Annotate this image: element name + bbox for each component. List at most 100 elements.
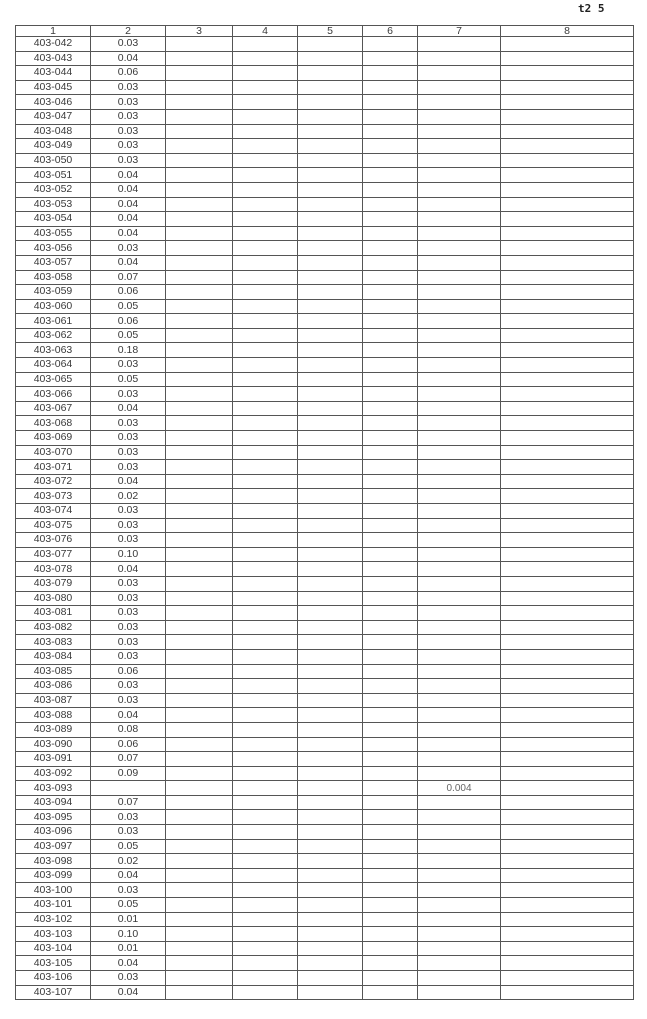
table-row: 403-078 0.04 [15,561,634,577]
col7-value-cell [417,575,501,592]
empty-cell [362,794,418,811]
empty-cell [500,298,634,315]
empty-cell [297,678,363,694]
value-cell: 0.04 [90,211,166,227]
empty-cell [500,780,634,796]
value-cell: 0.04 [90,955,166,971]
empty-cell [362,65,418,81]
empty-cell [232,634,298,650]
empty-cell [297,619,363,636]
col7-value-cell [417,590,501,607]
col7-value-cell [417,882,501,899]
empty-cell [362,940,418,957]
value-cell: 0.03 [90,503,166,519]
empty-cell [232,955,298,971]
empty-cell [232,970,298,986]
empty-cell [165,152,233,169]
empty-cell [362,342,418,359]
sample-id-cell: 403-087 [15,692,91,709]
empty-cell [297,809,363,826]
empty-cell [362,196,418,213]
empty-cell [297,838,363,855]
table-row: 403-072 0.04 [15,473,634,490]
empty-cell [500,181,634,198]
value-cell: 0.09 [90,765,166,782]
empty-cell [232,254,298,271]
value-cell: 0.04 [90,196,166,213]
empty-cell [165,36,233,52]
sample-id-cell: 403-068 [15,415,91,432]
empty-cell [165,108,233,125]
table-row: 403-087 0.03 [15,692,634,709]
table-row: 403-084 0.03 [15,648,634,665]
empty-cell [232,430,298,446]
value-cell: 0.03 [90,123,166,140]
empty-cell [500,736,634,753]
value-cell: 0.04 [90,254,166,271]
empty-cell [232,678,298,694]
sample-id-cell: 403-046 [15,94,91,110]
empty-cell [165,940,233,957]
empty-cell [297,357,363,373]
col7-value-cell [417,809,501,826]
value-cell: 0.03 [90,444,166,461]
empty-cell [500,809,634,826]
empty-cell [297,225,363,242]
empty-cell [362,561,418,577]
empty-cell [362,809,418,826]
sample-id-cell: 403-107 [15,984,91,1001]
empty-cell [165,590,233,607]
empty-cell [362,532,418,548]
empty-cell [232,824,298,840]
sample-id-cell: 403-056 [15,240,91,256]
sample-id-cell: 403-055 [15,225,91,242]
value-cell: 0.07 [90,794,166,811]
empty-cell [232,327,298,344]
table-row: 403-057 0.04 [15,254,634,271]
value-cell: 0.03 [90,415,166,432]
col7-value-cell [417,327,501,344]
sample-id-cell: 403-082 [15,619,91,636]
empty-cell [297,546,363,563]
table-row: 403-063 0.18 [15,342,634,359]
empty-cell [297,181,363,198]
empty-cell [165,444,233,461]
empty-cell [297,517,363,534]
value-cell: 0.05 [90,298,166,315]
empty-cell [297,342,363,359]
col7-value-cell [417,838,501,855]
col7-value-cell [417,605,501,621]
value-cell: 0.04 [90,50,166,67]
empty-cell [297,897,363,913]
empty-cell [165,473,233,490]
empty-cell [297,108,363,125]
col7-value-cell [417,400,501,417]
empty-cell [165,780,233,796]
empty-cell [165,386,233,402]
empty-cell [500,167,634,183]
empty-cell [232,284,298,300]
empty-cell [362,911,418,928]
empty-cell [500,838,634,855]
table-row: 403-101 0.05 [15,897,634,913]
value-cell: 0.03 [90,36,166,52]
value-cell: 0.06 [90,284,166,300]
value-cell: 0.03 [90,108,166,125]
sample-id-cell: 403-093 [15,780,91,796]
empty-cell [232,108,298,125]
table-row: 403-095 0.03 [15,809,634,826]
table-row: 403-107 0.04 [15,984,634,1001]
column-header: 2 [90,25,166,37]
empty-cell [232,473,298,490]
sample-id-cell: 403-076 [15,532,91,548]
sample-id-cell: 403-062 [15,327,91,344]
empty-cell [165,575,233,592]
sample-id-cell: 403-075 [15,517,91,534]
empty-cell [165,94,233,110]
empty-cell [232,65,298,81]
empty-cell [500,882,634,899]
table-row: 403-058 0.07 [15,269,634,286]
empty-cell [232,517,298,534]
empty-cell [500,430,634,446]
empty-cell [362,444,418,461]
